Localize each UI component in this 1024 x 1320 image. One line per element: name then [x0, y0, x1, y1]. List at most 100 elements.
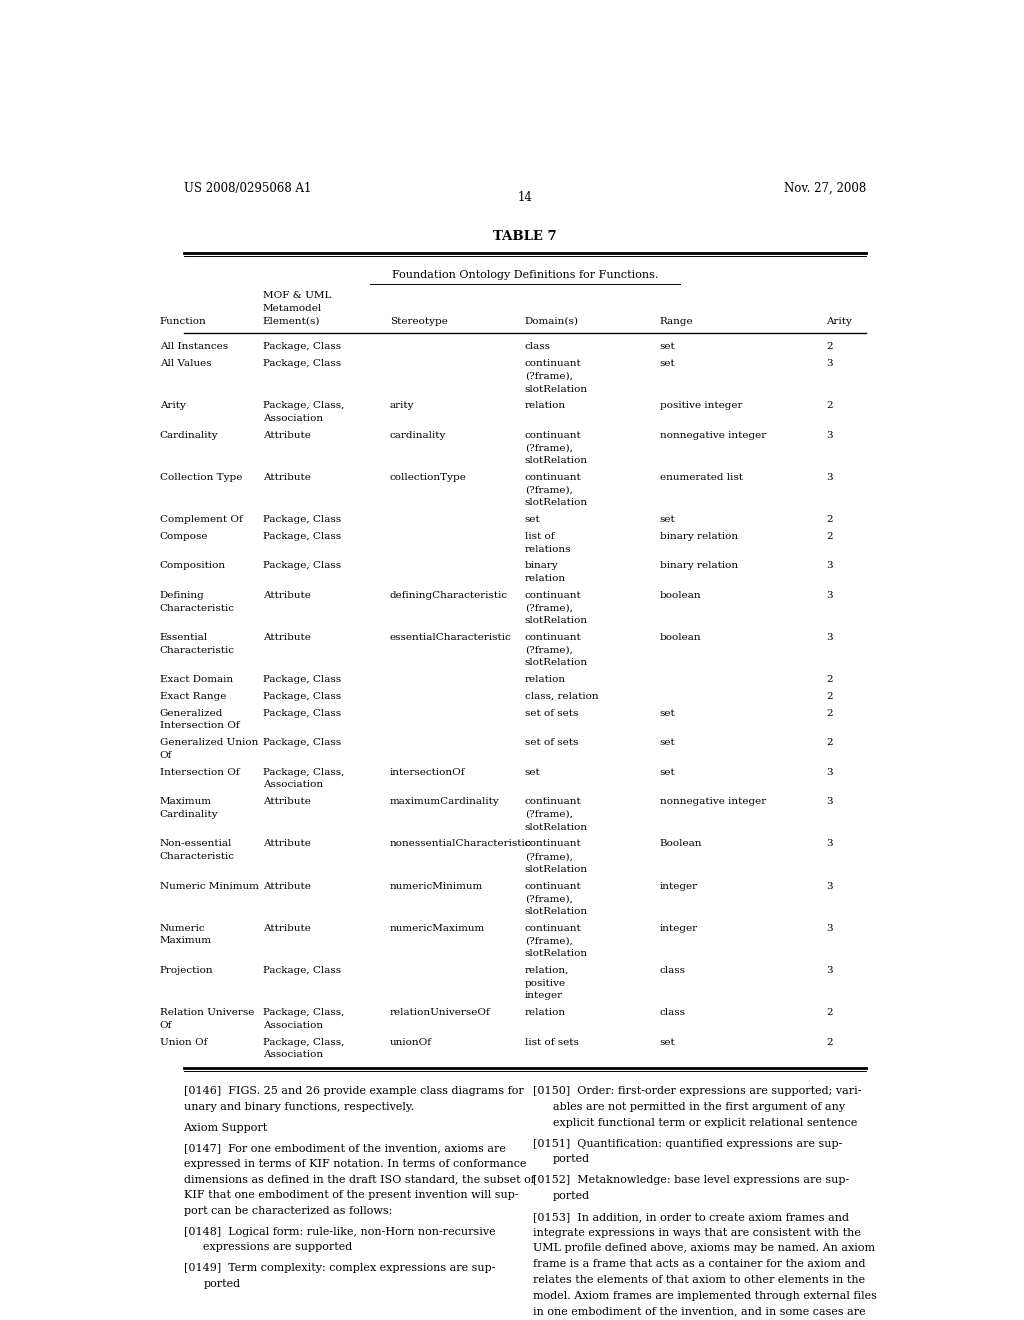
Text: (?frame),: (?frame), [524, 936, 572, 945]
Text: Maximum: Maximum [160, 936, 212, 945]
Text: Domain(s): Domain(s) [524, 317, 579, 326]
Text: Exact Domain: Exact Domain [160, 676, 232, 684]
Text: ported: ported [204, 1279, 241, 1290]
Text: model. Axiom frames are implemented through external files: model. Axiom frames are implemented thro… [532, 1291, 877, 1300]
Text: Non-essential: Non-essential [160, 840, 232, 849]
Text: Package, Class: Package, Class [263, 966, 341, 975]
Text: 2: 2 [826, 709, 833, 718]
Text: Projection: Projection [160, 966, 213, 975]
Text: UML profile defined above, axioms may be named. An axiom: UML profile defined above, axioms may be… [532, 1243, 874, 1254]
Text: Package, Class,: Package, Class, [263, 768, 344, 776]
Text: Attribute: Attribute [263, 924, 311, 933]
Text: [0151]  Quantification: quantified expressions are sup-: [0151] Quantification: quantified expres… [532, 1139, 842, 1148]
Text: Characteristic: Characteristic [160, 645, 234, 655]
Text: continuant: continuant [524, 359, 582, 368]
Text: 2: 2 [826, 692, 833, 701]
Text: continuant: continuant [524, 882, 582, 891]
Text: Defining: Defining [160, 591, 205, 599]
Text: relations: relations [524, 545, 571, 553]
Text: maximumCardinality: maximumCardinality [390, 797, 500, 807]
Text: Attribute: Attribute [263, 473, 311, 482]
Text: Intersection Of: Intersection Of [160, 722, 240, 730]
Text: ported: ported [553, 1155, 590, 1164]
Text: Package, Class,: Package, Class, [263, 1008, 344, 1018]
Text: set: set [659, 342, 676, 351]
Text: continuant: continuant [524, 840, 582, 849]
Text: [0146]  FIGS. 25 and 26 provide example class diagrams for: [0146] FIGS. 25 and 26 provide example c… [183, 1086, 523, 1097]
Text: class, relation: class, relation [524, 692, 598, 701]
Text: numericMaximum: numericMaximum [390, 924, 485, 933]
Text: Relation Universe: Relation Universe [160, 1008, 254, 1018]
Text: Exact Range: Exact Range [160, 692, 226, 701]
Text: slotRelation: slotRelation [524, 865, 588, 874]
Text: 3: 3 [826, 561, 833, 570]
Text: class: class [524, 342, 551, 351]
Text: MOF & UML: MOF & UML [263, 290, 332, 300]
Text: binary: binary [524, 561, 558, 570]
Text: cardinality: cardinality [390, 430, 446, 440]
Text: (?frame),: (?frame), [524, 853, 572, 861]
Text: Nov. 27, 2008: Nov. 27, 2008 [783, 182, 866, 195]
Text: slotRelation: slotRelation [524, 822, 588, 832]
Text: 3: 3 [826, 430, 833, 440]
Text: set: set [659, 515, 676, 524]
Text: Compose: Compose [160, 532, 208, 541]
Text: set: set [659, 768, 676, 776]
Text: set: set [659, 738, 676, 747]
Text: 2: 2 [826, 1008, 833, 1018]
Text: 3: 3 [826, 768, 833, 776]
Text: 14: 14 [517, 191, 532, 203]
Text: relation: relation [524, 676, 566, 684]
Text: Of: Of [160, 1020, 172, 1030]
Text: 3: 3 [826, 924, 833, 933]
Text: Association: Association [263, 414, 323, 422]
Text: integer: integer [659, 924, 697, 933]
Text: Characteristic: Characteristic [160, 603, 234, 612]
Text: set: set [659, 359, 676, 368]
Text: definingCharacteristic: definingCharacteristic [390, 591, 508, 599]
Text: slotRelation: slotRelation [524, 659, 588, 668]
Text: positive: positive [524, 978, 566, 987]
Text: set: set [524, 515, 541, 524]
Text: Package, Class: Package, Class [263, 532, 341, 541]
Text: Axiom Support: Axiom Support [183, 1123, 268, 1133]
Text: Attribute: Attribute [263, 882, 311, 891]
Text: Attribute: Attribute [263, 797, 311, 807]
Text: integrate expressions in ways that are consistent with the: integrate expressions in ways that are c… [532, 1228, 860, 1238]
Text: 2: 2 [826, 676, 833, 684]
Text: Package, Class: Package, Class [263, 738, 341, 747]
Text: Package, Class: Package, Class [263, 515, 341, 524]
Text: (?frame),: (?frame), [524, 603, 572, 612]
Text: class: class [659, 1008, 686, 1018]
Text: Function: Function [160, 317, 207, 326]
Text: explicit functional term or explicit relational sentence: explicit functional term or explicit rel… [553, 1118, 857, 1127]
Text: continuant: continuant [524, 634, 582, 642]
Text: Association: Association [263, 1020, 323, 1030]
Text: boolean: boolean [659, 634, 701, 642]
Text: Package, Class: Package, Class [263, 561, 341, 570]
Text: (?frame),: (?frame), [524, 372, 572, 381]
Text: expressions are supported: expressions are supported [204, 1242, 352, 1253]
Text: list of sets: list of sets [524, 1038, 579, 1047]
Text: continuant: continuant [524, 591, 582, 599]
Text: Metamodel: Metamodel [263, 304, 323, 313]
Text: Package, Class,: Package, Class, [263, 401, 344, 411]
Text: (?frame),: (?frame), [524, 810, 572, 818]
Text: relationUniverseOf: relationUniverseOf [390, 1008, 490, 1018]
Text: Maximum: Maximum [160, 797, 212, 807]
Text: Element(s): Element(s) [263, 317, 321, 326]
Text: [0147]  For one embodiment of the invention, axioms are: [0147] For one embodiment of the inventi… [183, 1143, 506, 1152]
Text: Attribute: Attribute [263, 430, 311, 440]
Text: 2: 2 [826, 515, 833, 524]
Text: KIF that one embodiment of the present invention will sup-: KIF that one embodiment of the present i… [183, 1191, 518, 1200]
Text: slotRelation: slotRelation [524, 499, 588, 507]
Text: [0152]  Metaknowledge: base level expressions are sup-: [0152] Metaknowledge: base level express… [532, 1175, 849, 1185]
Text: [0150]  Order: first-order expressions are supported; vari-: [0150] Order: first-order expressions ar… [532, 1086, 861, 1097]
Text: 2: 2 [826, 532, 833, 541]
Text: relation: relation [524, 1008, 566, 1018]
Text: (?frame),: (?frame), [524, 486, 572, 495]
Text: Of: Of [160, 751, 172, 760]
Text: (?frame),: (?frame), [524, 444, 572, 453]
Text: relation,: relation, [524, 966, 569, 975]
Text: set of sets: set of sets [524, 738, 579, 747]
